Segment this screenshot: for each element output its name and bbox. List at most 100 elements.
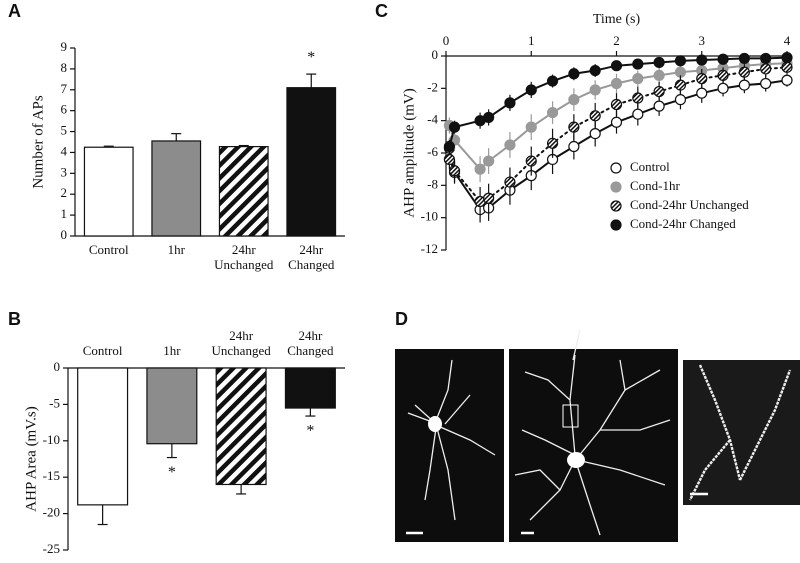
y-tick-label: 1: [61, 206, 68, 221]
y-tick-label: -4: [427, 112, 438, 127]
x-tick-label: 4: [784, 33, 791, 48]
bar: [151, 140, 202, 237]
data-point: [674, 94, 687, 106]
data-point: [546, 106, 559, 119]
data-point: [568, 121, 580, 133]
x-tick-label: Control: [89, 242, 129, 257]
y-tick-label: -6: [427, 144, 438, 159]
legend-marker: [610, 181, 622, 193]
y-tick-label: 0: [432, 47, 439, 62]
legend: Control Cond-1hr Cond-24hr Unchanged Cond-2…: [610, 159, 749, 231]
bar: [286, 87, 337, 237]
legend-marker: [610, 219, 622, 231]
data-point: [474, 163, 486, 175]
y-tick-label: 7: [61, 81, 68, 96]
data-point: [589, 110, 601, 122]
bar: [284, 367, 336, 409]
data-point: [448, 121, 461, 133]
data-point: [568, 94, 580, 106]
data-point: [483, 155, 495, 167]
x-tick-label: 1: [528, 33, 535, 48]
data-point: [653, 100, 665, 112]
data-point: [610, 60, 623, 72]
legend-label: Cond-1hr: [630, 178, 681, 193]
data-point: [483, 192, 495, 204]
data-point: [760, 63, 772, 75]
x-tick-label: 24hr Unchanged: [214, 242, 274, 272]
y-tick-label: 2: [61, 185, 68, 200]
data-point: [443, 140, 456, 153]
y-axis-label: Number of APs: [30, 95, 46, 188]
data-point: [653, 69, 665, 82]
y-tick-label: 9: [61, 39, 68, 54]
data-point: [632, 92, 644, 104]
significance-label: *: [307, 49, 315, 66]
data-point: [589, 64, 601, 77]
legend-label: Control: [630, 159, 670, 174]
bar: [146, 367, 198, 445]
bar: [77, 367, 129, 506]
x-tick-label: 24hr Unchanged: [212, 328, 272, 358]
x-tick-label: 24hr Changed: [288, 242, 335, 272]
data-point: [717, 82, 729, 94]
data-point: [760, 52, 772, 65]
data-point: [546, 75, 559, 87]
data-point: [525, 84, 537, 96]
data-point: [568, 140, 580, 153]
legend-label: Cond-24hr Changed: [630, 216, 736, 231]
data-point: [696, 73, 708, 85]
data-point: [546, 137, 559, 149]
data-point: [610, 98, 623, 111]
x-axis-label: Time (s): [593, 12, 641, 27]
data-point: [738, 79, 750, 91]
y-tick-label: 5: [61, 123, 68, 138]
data-point: [717, 53, 729, 65]
significance-label: *: [168, 464, 176, 481]
data-point: [632, 108, 644, 120]
x-tick-label: 3: [699, 33, 706, 48]
y-tick-label: -5: [49, 395, 60, 410]
data-point: [504, 176, 516, 188]
data-point: [525, 155, 537, 167]
y-tick-label: 8: [61, 60, 68, 75]
data-point: [674, 55, 687, 67]
y-tick-label: -20: [43, 505, 60, 520]
panel-label: B: [8, 309, 21, 329]
y-tick-label: -10: [43, 432, 60, 447]
data-point: [696, 87, 708, 99]
data-point: [589, 84, 601, 96]
legend-label: Cond-24hr Unchanged: [630, 197, 749, 212]
data-point: [696, 54, 708, 66]
panel-label: D: [395, 309, 408, 329]
data-point: [760, 77, 772, 90]
x-tick-label: Control: [83, 343, 123, 358]
micrograph-panel: [395, 329, 800, 542]
bar: [218, 145, 269, 237]
data-point: [632, 58, 644, 70]
y-tick-label: 6: [61, 102, 68, 117]
data-point: [781, 61, 793, 73]
bar: [83, 146, 134, 237]
data-point: [525, 121, 537, 133]
y-axis-label: AHP Area (mV.s): [23, 406, 39, 511]
data-point: [738, 52, 750, 65]
data-point: [781, 52, 793, 64]
y-tick-label: 4: [61, 143, 68, 158]
y-axis-label: AHP amplitude (mV): [401, 88, 417, 217]
data-point: [674, 79, 687, 91]
data-point: [568, 68, 580, 80]
panel-label: C: [375, 1, 388, 21]
data-point: [504, 139, 516, 151]
bar: [215, 367, 267, 486]
data-point: [483, 111, 495, 124]
y-tick-label: 0: [61, 227, 68, 242]
data-point: [738, 66, 750, 78]
data-point: [781, 74, 793, 86]
panel-label: A: [8, 1, 21, 21]
x-tick-label: 0: [443, 33, 450, 48]
y-tick-label: 0: [54, 359, 61, 374]
significance-label: *: [306, 423, 314, 440]
y-tick-label: -25: [43, 541, 60, 556]
y-tick-label: -8: [427, 176, 438, 191]
data-point: [610, 77, 623, 90]
